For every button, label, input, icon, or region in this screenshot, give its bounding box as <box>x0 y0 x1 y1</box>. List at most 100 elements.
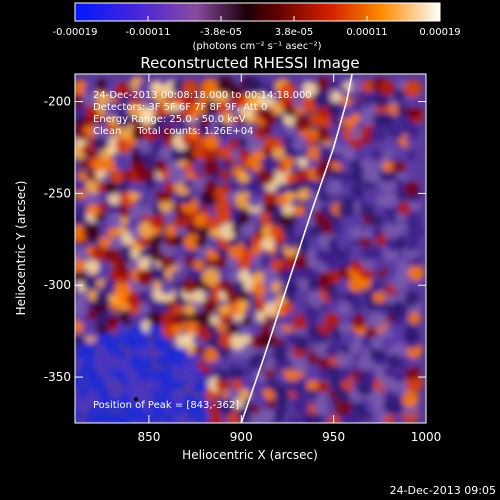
heatmap-cell <box>107 115 119 127</box>
heatmap-cell <box>247 192 263 208</box>
heatmap-cell <box>396 113 414 131</box>
colorbar-tick-label: -3.8e-05 <box>200 27 242 38</box>
heatmap-cell <box>263 358 276 372</box>
heatmap-cell <box>307 145 323 161</box>
heatmap-cell <box>82 320 101 338</box>
heatmap-cell <box>247 137 263 153</box>
heatmap-cell <box>361 158 374 171</box>
heatmap-cell <box>148 211 166 229</box>
heatmap-cell <box>371 257 386 272</box>
heatmap-cell <box>255 309 268 323</box>
heatmap-cell <box>262 83 277 98</box>
heatmap-cell <box>171 79 185 94</box>
x-tick-label: 1000 <box>411 430 442 444</box>
heatmap-cell <box>230 84 242 96</box>
colorbar-ticks: -0.00019 -0.00011 -3.8e-05 3.8e-05 0.00011 0.… <box>53 16 461 38</box>
heatmap-cell <box>314 401 329 416</box>
heatmap-cell <box>75 246 88 262</box>
heatmap-cell <box>227 123 238 134</box>
heatmap-cell <box>228 181 240 192</box>
heatmap-cell <box>363 194 375 206</box>
heatmap-cell <box>96 182 107 193</box>
heatmap-cell <box>250 404 261 415</box>
heatmap-cell <box>263 191 277 205</box>
heatmap-cell <box>383 193 398 208</box>
heatmap-cell <box>170 389 186 406</box>
heatmap-cell <box>115 257 131 274</box>
heatmap-cell <box>173 215 188 229</box>
heatmap-cell <box>182 255 195 267</box>
heatmap-cell <box>393 128 404 139</box>
heatmap-cell <box>154 355 165 366</box>
heatmap-cell <box>172 111 184 123</box>
heatmap-cell <box>237 137 249 148</box>
heatmap-cell <box>79 158 90 169</box>
heatmap-cell <box>260 154 278 172</box>
heatmap-cell <box>350 125 365 140</box>
heatmap-cell <box>385 293 397 305</box>
solar-limb-line <box>240 74 353 423</box>
heatmap-cell <box>237 300 250 312</box>
heatmap-cell <box>256 167 275 186</box>
heatmap-cell <box>75 270 86 282</box>
heatmap-cell <box>140 188 154 202</box>
heatmap-cell <box>197 411 209 423</box>
heatmap-cell <box>369 346 385 362</box>
heatmap-cell <box>93 123 109 139</box>
heatmap-cell <box>401 390 419 408</box>
heatmap-cell <box>96 387 111 401</box>
annotation-energy: Energy Range: 25.0 - 50.0 keV <box>93 114 246 125</box>
heatmap-cell <box>370 213 384 227</box>
heatmap-cell <box>351 260 363 272</box>
heatmap-cell <box>305 411 323 423</box>
heatmap-cell <box>75 300 87 317</box>
annotation-clean: Clean Total counts: 1.26E+04 <box>93 126 253 137</box>
heatmap-cell <box>83 83 95 95</box>
heatmap-cell <box>152 266 168 283</box>
heatmap-cell <box>316 393 328 405</box>
y-tick-label: -250 <box>44 186 71 200</box>
heatmap-cell <box>172 313 185 326</box>
heatmap-cell <box>136 268 154 286</box>
heatmap-cell <box>128 203 144 220</box>
heatmap-cell <box>325 343 340 358</box>
heatmap-cell <box>361 80 374 93</box>
heatmap-cell <box>154 159 168 173</box>
heatmap-cell <box>203 179 218 194</box>
heatmap-cell <box>227 362 246 381</box>
heatmap-cell <box>108 212 125 229</box>
heatmap-cell <box>82 92 96 106</box>
colorbar-tick-label: -0.00019 <box>53 27 98 38</box>
heatmap-cell <box>125 377 143 395</box>
heatmap-cell <box>195 398 208 411</box>
heatmap-cell <box>92 157 107 172</box>
heatmap-cell <box>137 368 151 382</box>
colorbar-tick-label: 0.00011 <box>346 27 387 38</box>
heatmap-cell <box>372 290 386 304</box>
heatmap-cell <box>349 78 364 93</box>
heatmap-cell <box>393 380 409 396</box>
heatmap-cell <box>306 275 323 292</box>
heatmap-cell <box>271 343 290 361</box>
heatmap-cell <box>296 168 311 183</box>
heatmap-cell <box>91 245 108 263</box>
heatmap-cell <box>339 105 354 120</box>
heatmap-cell <box>108 192 121 205</box>
heatmap-cell <box>238 290 249 301</box>
heatmap-cell <box>395 222 407 234</box>
plot-frame <box>74 73 427 424</box>
heatmap-cell <box>75 204 88 218</box>
heatmap-cell <box>294 336 309 351</box>
heatmap-cell <box>380 138 394 152</box>
heatmap-cell <box>358 355 374 371</box>
heatmap-cell <box>293 204 306 216</box>
heatmap-cell <box>303 308 321 325</box>
heatmap-cell <box>170 269 184 283</box>
heatmap-cell <box>404 167 417 179</box>
heatmap-cell <box>193 259 205 271</box>
heatmap-cell <box>75 104 89 120</box>
heatmap-cell <box>216 100 231 115</box>
heatmap-cell <box>75 335 85 348</box>
heatmap-cell <box>219 270 230 282</box>
heatmap-cell <box>205 102 219 116</box>
